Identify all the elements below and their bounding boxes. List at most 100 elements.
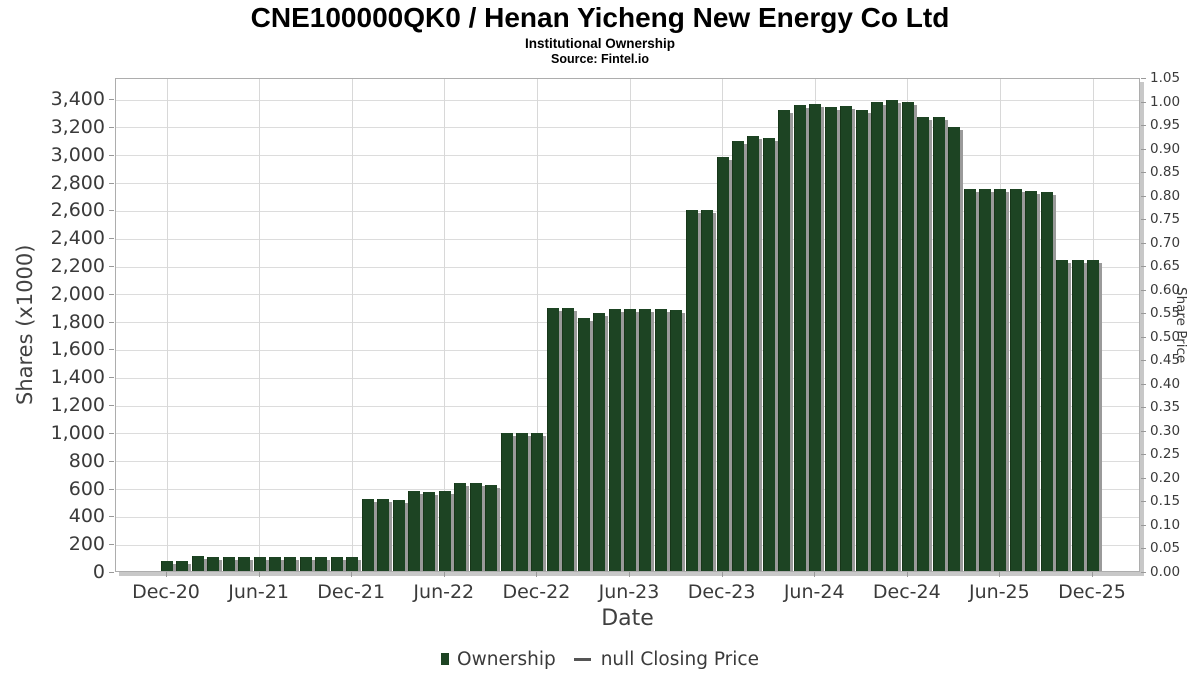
closing-price-legend-label: null Closing Price [600,648,759,670]
ownership-bar [284,557,297,571]
h-gridline [116,266,1139,268]
y-tick-label: 1,800 [50,310,105,333]
right-tick-label: 0.70 [1150,234,1181,251]
x-tick-mark [814,572,816,577]
chart-subtitle: Institutional Ownership [524,36,675,51]
ownership-bar [747,136,760,571]
ownership-bar [253,557,266,571]
right-tick-label: 0.25 [1150,446,1181,463]
ownership-legend-label: Ownership [457,648,556,670]
right-tick-mark [1141,501,1146,503]
y-tick-mark [109,210,114,212]
x-tick-label: Jun-21 [228,581,289,603]
ownership-bar [978,188,991,571]
x-tick-label: Jun-25 [969,581,1030,603]
right-tick-label: 0.85 [1150,164,1181,181]
ownership-bar [639,309,652,571]
ownership-bar [330,557,343,571]
right-tick-mark [1141,548,1146,550]
x-tick-label: Dec-21 [317,581,386,603]
y-tick-mark [109,488,114,490]
ownership-bar [207,556,220,571]
right-tick-mark [1141,195,1146,197]
x-tick-mark [166,572,167,577]
right-tick-label: 0.20 [1150,469,1181,486]
chart-source: Source: Fintel.io [551,52,649,66]
right-tick-label: 1.00 [1150,93,1181,110]
x-tick-mark [999,572,1001,577]
y-tick-mark [109,349,114,351]
ownership-bar [886,99,899,571]
y-tick-label: 2,600 [50,199,105,222]
ownership-bar [1040,192,1053,571]
right-tick-label: 0.10 [1150,516,1181,533]
ownership-bar [732,141,745,571]
ownership-bar [624,309,636,571]
y-tick-mark [109,432,114,434]
right-tick-mark [1141,125,1146,127]
ownership-bar [685,210,698,571]
ownership-bar [870,102,883,571]
ownership-bar [392,500,405,571]
ownership-bar [176,561,189,571]
ownership-bar [438,491,451,571]
ownership-bar [299,557,312,571]
ownership-bar [963,189,976,571]
y-tick-label: 2,800 [50,171,105,194]
right-tick-label: 0.30 [1150,422,1181,439]
y-tick-mark [109,182,114,184]
x-tick-label: Dec-22 [502,581,571,603]
right-tick-mark [1141,454,1146,456]
right-tick-label: 0.05 [1150,540,1181,557]
right-tick-label: 0.40 [1150,375,1181,392]
x-tick-mark [351,572,353,577]
ownership-bar [161,561,173,571]
x-tick-mark [906,572,908,577]
y-tick-label: 2,000 [50,282,105,305]
x-tick-mark [1092,572,1093,577]
x-tick-mark [258,572,260,577]
y-tick-mark [109,321,114,323]
y-tick-label: 1,000 [50,421,105,444]
right-tick-mark [1141,101,1146,103]
ownership-bar [932,116,945,571]
right-tick-mark [1141,172,1146,174]
right-tick-mark [1141,407,1146,409]
ownership-bar [1056,260,1069,571]
x-tick-label: Dec-23 [687,581,756,603]
h-gridline [116,238,1139,240]
y-tick-label: 1,400 [50,366,105,389]
ownership-bar [222,557,235,571]
ownership-bar [500,432,513,571]
y-axis-label-right: Share Price [1173,286,1189,364]
right-tick-mark [1141,572,1146,573]
x-tick-mark [629,572,630,577]
y-tick-label: 0 [92,561,105,583]
ownership-bar [994,189,1007,571]
x-tick-label: Dec-24 [872,581,941,603]
v-gridline [444,79,446,571]
right-tick-label: 0.90 [1150,140,1181,157]
right-tick-mark [1141,430,1146,432]
y-tick-label: 400 [68,505,105,528]
y-tick-mark [109,238,114,240]
y-tick-mark [109,377,114,379]
y-tick-mark [109,460,114,462]
x-tick-label: Jun-24 [783,581,845,603]
y-tick-mark [109,154,114,156]
ownership-bar [654,309,667,571]
right-tick-mark [1141,313,1146,315]
y-tick-mark [109,405,114,407]
y-tick-mark [109,572,114,573]
right-tick-mark [1141,242,1146,244]
right-tick-mark [1141,266,1146,268]
ownership-bar [531,432,544,571]
right-tick-label: 0.55 [1150,305,1181,322]
y-tick-label: 1,200 [50,394,105,417]
y-tick-mark [109,99,114,101]
h-gridline [116,155,1139,157]
ownership-bar [917,116,930,571]
v-gridline [536,79,538,571]
ownership-bar [762,138,775,571]
